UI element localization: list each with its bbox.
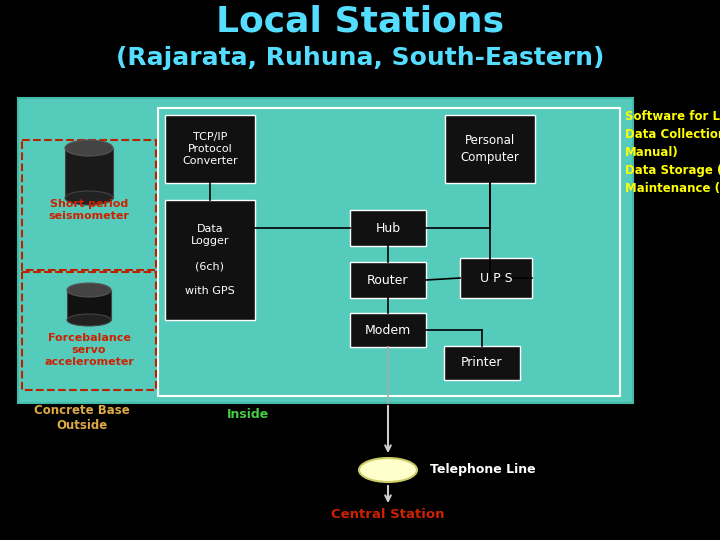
FancyBboxPatch shape xyxy=(65,148,113,198)
FancyBboxPatch shape xyxy=(67,290,111,320)
Text: Inside: Inside xyxy=(227,408,269,422)
FancyBboxPatch shape xyxy=(165,115,255,183)
FancyBboxPatch shape xyxy=(22,140,156,270)
Text: Data
Logger

(6ch)

with GPS: Data Logger (6ch) with GPS xyxy=(185,224,235,296)
FancyBboxPatch shape xyxy=(350,262,426,298)
Text: Local Stations: Local Stations xyxy=(216,5,504,39)
Text: Telephone Line: Telephone Line xyxy=(430,463,536,476)
Text: Router: Router xyxy=(367,273,409,287)
FancyBboxPatch shape xyxy=(350,210,426,246)
FancyBboxPatch shape xyxy=(18,98,633,403)
Text: Personal
Computer: Personal Computer xyxy=(461,134,519,164)
Text: Forcebalance
servo
accelerometer: Forcebalance servo accelerometer xyxy=(44,333,134,367)
Text: Hub: Hub xyxy=(375,221,400,234)
Ellipse shape xyxy=(65,140,113,156)
Text: Concrete Base
Outside: Concrete Base Outside xyxy=(34,404,130,432)
Ellipse shape xyxy=(65,191,113,205)
Ellipse shape xyxy=(67,283,111,297)
Ellipse shape xyxy=(67,314,111,326)
FancyBboxPatch shape xyxy=(460,258,532,298)
Text: Central Station: Central Station xyxy=(331,508,445,521)
Text: U P S: U P S xyxy=(480,272,513,285)
FancyBboxPatch shape xyxy=(158,108,620,396)
Text: Short period
seismometer: Short period seismometer xyxy=(48,199,130,221)
FancyBboxPatch shape xyxy=(445,115,535,183)
Ellipse shape xyxy=(359,458,417,482)
FancyBboxPatch shape xyxy=(350,313,426,347)
Text: Modem: Modem xyxy=(365,323,411,336)
Text: Printer: Printer xyxy=(462,356,503,369)
Text: Software for Local station
Data Collection (Own site,
Manual)
Data Storage (Do)
: Software for Local station Data Collecti… xyxy=(625,110,720,195)
Text: TCP/IP
Protocol
Converter: TCP/IP Protocol Converter xyxy=(182,132,238,166)
FancyBboxPatch shape xyxy=(22,272,156,390)
Text: (Rajarata, Ruhuna, South-Eastern): (Rajarata, Ruhuna, South-Eastern) xyxy=(116,46,604,70)
FancyBboxPatch shape xyxy=(444,346,520,380)
FancyBboxPatch shape xyxy=(165,200,255,320)
